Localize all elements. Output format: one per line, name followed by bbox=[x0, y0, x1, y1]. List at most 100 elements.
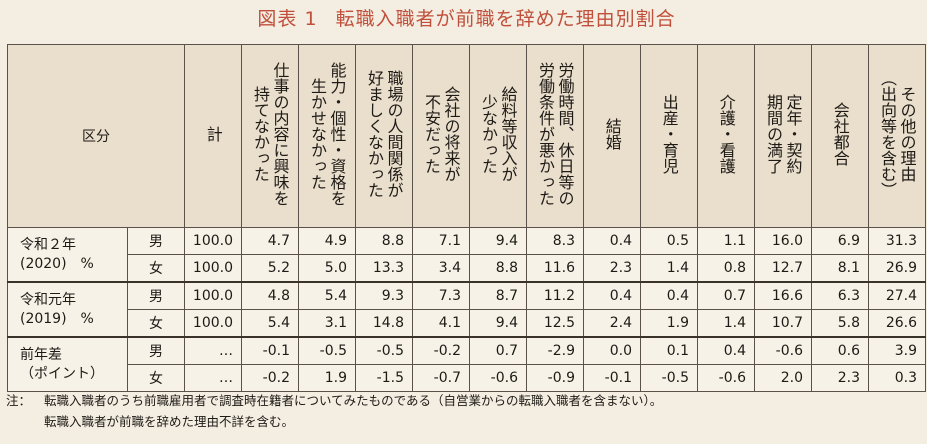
value-cell: 9.3 bbox=[355, 281, 413, 310]
table-header-row: 区分 計 仕事の内容に興味を 持てなかった 能力・個性・資格を 生かせなかった … bbox=[7, 44, 926, 228]
value-cell: -2.9 bbox=[526, 336, 584, 365]
value-cell: 5.0 bbox=[298, 254, 356, 283]
value-cell: 10.7 bbox=[754, 309, 812, 338]
header-reason: 職場の人間関係が 好ましくなかった bbox=[355, 44, 413, 228]
group-label-line: 前年差 bbox=[20, 346, 62, 363]
value-cell: 16.6 bbox=[754, 281, 812, 310]
value-cell: 11.2 bbox=[526, 281, 584, 310]
header-reason: 会社都合 bbox=[811, 44, 869, 228]
group-label-line: （ポイント） bbox=[20, 365, 104, 382]
value-cell: 8.8 bbox=[469, 254, 527, 283]
value-cell: 31.3 bbox=[868, 227, 926, 255]
table-row: 前年差 （ポイント）男… -0.1 -0.5 -0.5 -0.2 0.7 -2.9 0.0 0.1… bbox=[7, 336, 926, 392]
value-cell: 8.7 bbox=[469, 281, 527, 310]
value-cell: 1.9 bbox=[640, 309, 698, 338]
value-cell: 0.0 bbox=[583, 336, 641, 365]
table-body: 令和２年 (2020) % 男 100.0 4.7 4.9 8.8 7.1 9.4 8.3 0.4 0… bbox=[7, 227, 926, 392]
value-cell: 0.4 bbox=[640, 281, 698, 310]
value-cell: 6.9 bbox=[811, 227, 869, 255]
value-cell: 12.5 bbox=[526, 309, 584, 338]
reason-table: 区分 計 仕事の内容に興味を 持てなかった 能力・個性・資格を 生かせなかった … bbox=[7, 44, 926, 392]
sex-cell: 男 bbox=[127, 336, 185, 365]
header-reason: 給料等収入が 少なかった bbox=[469, 44, 527, 228]
value-cell: -0.2 bbox=[412, 336, 470, 365]
group-label-line: 令和元年 bbox=[20, 291, 76, 308]
header-reason: 介護・看護 bbox=[697, 44, 755, 228]
value-cell: 5.2 bbox=[241, 254, 299, 283]
value-cell: 8.8 bbox=[355, 227, 413, 255]
value-cell: 0.3 bbox=[868, 364, 926, 392]
sex-cell: 女 bbox=[127, 254, 185, 283]
value-cell: -0.5 bbox=[640, 364, 698, 392]
value-cell: 5.4 bbox=[298, 281, 356, 310]
table-row: 女 100.0 5.2 5.0 13.3 3.4 8.8 11.6 2.3 1.4 0.8 12.7 8… bbox=[8, 254, 926, 283]
value-cell: -1.5 bbox=[355, 364, 413, 392]
sex-cell: 女 bbox=[127, 364, 185, 392]
total-cell: 100.0 bbox=[184, 227, 242, 255]
value-cell: -0.7 bbox=[412, 364, 470, 392]
value-cell: 9.4 bbox=[469, 309, 527, 338]
total-cell: 100.0 bbox=[184, 309, 242, 338]
value-cell: 11.6 bbox=[526, 254, 584, 283]
value-cell: -0.6 bbox=[754, 336, 812, 365]
value-cell: 8.3 bbox=[526, 227, 584, 255]
value-cell: 0.7 bbox=[697, 281, 755, 310]
value-cell: 3.9 bbox=[868, 336, 926, 365]
header-reason: 仕事の内容に興味を 持てなかった bbox=[241, 44, 299, 228]
value-cell: -0.2 bbox=[241, 364, 299, 392]
table-row: 女… -0.2 1.9 -1.5 -0.7 -0.6 -0.9 -0.1 -0.5 -0.6 2.0… bbox=[8, 364, 926, 392]
value-cell: -0.6 bbox=[469, 364, 527, 392]
footnote-line: 転職入職者のうち前職雇用者で調査時在籍者についてみたものである（自営業からの転職… bbox=[44, 393, 663, 408]
header-reason: 出産・育児 bbox=[640, 44, 698, 228]
value-cell: 1.4 bbox=[697, 309, 755, 338]
value-cell: 3.1 bbox=[298, 309, 356, 338]
value-cell: 0.4 bbox=[697, 336, 755, 365]
value-cell: 0.4 bbox=[583, 281, 641, 310]
value-cell: 0.1 bbox=[640, 336, 698, 365]
value-cell: 16.0 bbox=[754, 227, 812, 255]
value-cell: 4.7 bbox=[241, 227, 299, 255]
value-cell: 0.4 bbox=[583, 227, 641, 255]
value-cell: -0.6 bbox=[697, 364, 755, 392]
value-cell: 2.3 bbox=[583, 254, 641, 283]
value-cell: 1.1 bbox=[697, 227, 755, 255]
figure-title-text: 転職入職者が前職を辞めた理由別割合 bbox=[335, 8, 676, 30]
group-label: 令和２年 (2020) % bbox=[7, 227, 128, 283]
value-cell: -0.1 bbox=[583, 364, 641, 392]
header-reason: 結婚 bbox=[583, 44, 641, 228]
figure-number: 図表 1 bbox=[257, 8, 318, 30]
sex-cell: 女 bbox=[127, 309, 185, 338]
header-reason: その他の理由 （出向等を含む） bbox=[868, 44, 926, 228]
header-reason: 能力・個性・資格を 生かせなかった bbox=[298, 44, 356, 228]
value-cell: 14.8 bbox=[355, 309, 413, 338]
value-cell: -0.5 bbox=[355, 336, 413, 365]
figure-title: 図表 1 転職入職者が前職を辞めた理由別割合 bbox=[0, 4, 927, 31]
value-cell: 9.4 bbox=[469, 227, 527, 255]
value-cell: 4.9 bbox=[298, 227, 356, 255]
value-cell: -0.5 bbox=[298, 336, 356, 365]
value-cell: 7.1 bbox=[412, 227, 470, 255]
group-label-line: 令和２年 bbox=[20, 236, 76, 253]
value-cell: -0.9 bbox=[526, 364, 584, 392]
value-cell: 5.4 bbox=[241, 309, 299, 338]
total-cell: … bbox=[184, 336, 242, 365]
value-cell: 1.4 bbox=[640, 254, 698, 283]
header-total: 計 bbox=[184, 44, 242, 228]
header-kubun: 区分 bbox=[7, 44, 185, 228]
value-cell: 27.4 bbox=[868, 281, 926, 310]
value-cell: 0.6 bbox=[811, 336, 869, 365]
group-label-line: (2019) % bbox=[20, 310, 94, 327]
value-cell: 0.7 bbox=[469, 336, 527, 365]
header-reason: 労働時間、休日等の 労働条件が悪かった bbox=[526, 44, 584, 228]
value-cell: 5.8 bbox=[811, 309, 869, 338]
value-cell: 4.8 bbox=[241, 281, 299, 310]
table-row: 令和２年 (2020) % 男 100.0 4.7 4.9 8.8 7.1 9.4 8.3 0.4 0… bbox=[7, 227, 926, 283]
total-cell: 100.0 bbox=[184, 254, 242, 283]
group-label: 前年差 （ポイント） bbox=[7, 336, 128, 392]
value-cell: 2.4 bbox=[583, 309, 641, 338]
value-cell: 3.4 bbox=[412, 254, 470, 283]
footnote-line: 転職入職者が前職を辞めた理由不詳を含む。 bbox=[44, 414, 295, 429]
header-reason: 会社の将来が 不安だった bbox=[412, 44, 470, 228]
table-row: 女 100.0 5.4 3.1 14.8 4.1 9.4 12.5 2.4 1.9 1.4 10.7 5… bbox=[8, 309, 926, 338]
group-label: 令和元年 (2019) % bbox=[7, 281, 128, 338]
